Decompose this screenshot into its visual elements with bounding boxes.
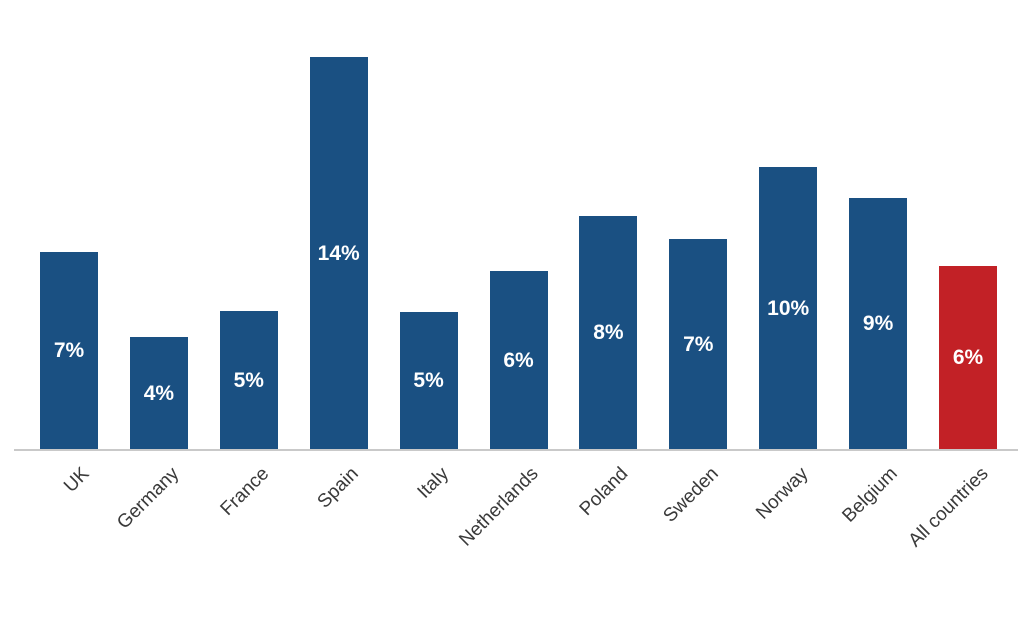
bar-value-label-germany: 4%: [143, 381, 175, 405]
x-axis-label-netherlands: Netherlands: [455, 463, 543, 551]
bar-value-label-belgium: 9%: [862, 312, 894, 335]
bar-value-label-sweden: 7%: [683, 332, 714, 356]
bar-all-countries: 6%: [939, 266, 997, 449]
bar-spain: 14%: [309, 57, 368, 449]
bar-norway: 10%: [759, 167, 818, 449]
bar-belgium: 9%: [849, 198, 908, 449]
x-axis-label-uk: UK: [59, 463, 94, 497]
bar-uk: 7%: [40, 252, 98, 449]
x-axis-label-norway: Norway: [751, 463, 813, 524]
bar-netherlands: 6%: [489, 271, 548, 449]
x-axis-line: [14, 449, 1018, 451]
bar-value-label-italy: 5%: [413, 369, 444, 392]
bar-value-label-norway: 10%: [767, 296, 810, 320]
bar-value-label-netherlands: 6%: [503, 348, 534, 372]
bar-value-label-poland: 8%: [593, 321, 624, 344]
bar-germany: 4%: [129, 337, 188, 449]
bar-value-label-france: 5%: [233, 368, 264, 392]
x-axis-label-poland: Poland: [575, 463, 633, 520]
bar-sweden: 7%: [669, 239, 728, 449]
x-axis-label-germany: Germany: [112, 463, 184, 534]
x-axis-label-spain: Spain: [313, 463, 363, 513]
bar-value-label-all-countries: 6%: [952, 346, 984, 369]
x-axis-label-all-countries: All countries: [904, 463, 993, 552]
bar-poland: 8%: [579, 216, 638, 449]
bar-france: 5%: [219, 311, 278, 449]
x-axis-label-italy: Italy: [413, 463, 453, 503]
x-axis-label-sweden: Sweden: [659, 463, 723, 527]
x-axis-label-belgium: Belgium: [838, 463, 903, 527]
bar-value-label-spain: 14%: [317, 241, 360, 265]
bar-italy: 5%: [399, 312, 458, 449]
bar-value-label-uk: 7%: [53, 339, 85, 362]
x-axis-label-france: France: [216, 463, 273, 520]
